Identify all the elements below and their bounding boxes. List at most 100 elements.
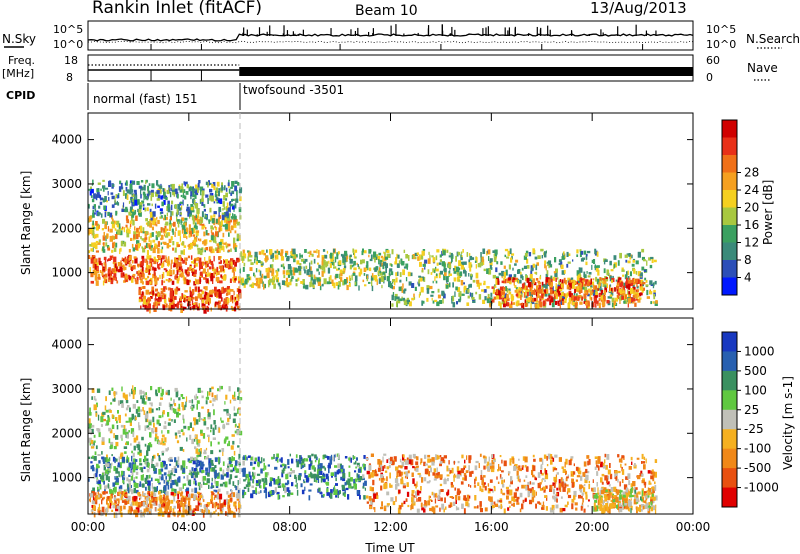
echo-cell: [308, 464, 311, 470]
echo-cell: [260, 457, 263, 463]
echo-cell: [140, 467, 144, 473]
echo-cell: [104, 224, 107, 230]
echo-cell: [211, 274, 215, 279]
echo-cell: [524, 302, 528, 307]
echo-cell: [432, 268, 436, 273]
echo-cell: [104, 196, 107, 202]
echo-cell: [406, 457, 409, 461]
echo-cell: [201, 211, 204, 218]
echo-cell: [198, 292, 201, 296]
echo-cell: [377, 256, 381, 261]
echo-cell: [179, 189, 183, 193]
echo-cell: [241, 468, 244, 473]
echo-cell: [198, 294, 201, 299]
echo-cell: [309, 266, 312, 271]
echo-cell: [203, 449, 207, 454]
echo-cell: [337, 468, 341, 472]
echo-cell: [221, 214, 225, 221]
echo-cell: [382, 271, 386, 275]
echo-cell: [125, 407, 129, 411]
echo-cell: [90, 248, 94, 252]
echo-cell: [394, 293, 398, 297]
echo-cell: [167, 458, 172, 462]
echo-cell: [423, 261, 426, 266]
echo-cell: [541, 293, 544, 299]
echo-cell: [636, 279, 640, 284]
echo-cell: [237, 445, 240, 448]
echo-cell: [106, 463, 110, 467]
echo-cell: [115, 435, 119, 440]
echo-cell: [182, 503, 185, 510]
echo-cell: [128, 275, 132, 279]
echo-cell: [342, 280, 345, 286]
echo-cell: [189, 469, 191, 475]
echo-cell: [549, 287, 553, 290]
echo-cell: [641, 256, 645, 261]
echo-cell: [177, 493, 180, 500]
echo-cell: [189, 213, 192, 217]
echo-cell: [310, 270, 313, 277]
echo-cell: [600, 295, 603, 300]
echo-cell: [132, 464, 137, 470]
echo-cell: [163, 228, 167, 232]
echo-cell: [159, 263, 162, 266]
freq-label-line1: Freq.: [8, 54, 35, 67]
echo-cell: [304, 475, 308, 478]
echo-cell: [196, 439, 199, 445]
echo-cell: [234, 247, 237, 252]
echo-cell: [211, 491, 214, 495]
echo-cell: [322, 249, 326, 252]
echo-cell: [153, 270, 156, 276]
echo-cell: [487, 269, 492, 275]
echo-cell: [155, 191, 158, 197]
echo-cell: [123, 505, 126, 510]
echo-cell: [423, 276, 426, 282]
echo-cell: [118, 505, 123, 512]
echo-cell: [151, 286, 155, 292]
echo-cell: [150, 195, 153, 201]
echo-cell: [92, 255, 96, 258]
echo-cell: [356, 462, 360, 467]
power-colorbar-label: Power [dB]: [761, 180, 775, 245]
echo-cell: [148, 407, 152, 414]
echo-cell: [540, 248, 544, 252]
echo-cell: [148, 236, 151, 243]
echo-cell: [102, 268, 105, 271]
echo-cell: [390, 271, 394, 276]
echo-cell: [576, 254, 579, 257]
echo-cell: [151, 408, 154, 413]
echo-cell: [145, 507, 149, 512]
echo-cell: [180, 250, 184, 255]
echo-cell: [105, 469, 108, 474]
echo-cell: [205, 447, 208, 451]
echo-cell: [126, 455, 128, 458]
echo-cell: [191, 297, 195, 300]
echo-cell: [227, 501, 230, 505]
echo-cell: [143, 512, 145, 518]
echo-cell: [135, 416, 137, 421]
echo-cell: [141, 271, 144, 277]
echo-cell: [364, 284, 367, 287]
echo-cell: [130, 510, 132, 514]
echo-cell: [108, 270, 112, 276]
velocity-echo-cells: [88, 385, 658, 519]
echo-cell: [246, 456, 248, 461]
echo-cell: [578, 267, 581, 273]
echo-cell: [460, 263, 464, 270]
echo-cell: [348, 471, 351, 478]
echo-cell: [561, 279, 564, 284]
echo-cell: [228, 440, 230, 447]
echo-cell: [187, 244, 191, 247]
echo-cell: [520, 274, 523, 279]
echo-cell: [610, 287, 613, 291]
echo-cell: [167, 232, 169, 236]
echo-cell: [182, 397, 185, 400]
echo-cell: [147, 427, 151, 430]
echo-cell: [204, 507, 207, 513]
echo-cell: [98, 510, 102, 516]
echo-cell: [170, 406, 174, 411]
echo-cell: [174, 304, 177, 307]
echo-cell: [641, 453, 644, 460]
echo-cell: [368, 281, 371, 284]
